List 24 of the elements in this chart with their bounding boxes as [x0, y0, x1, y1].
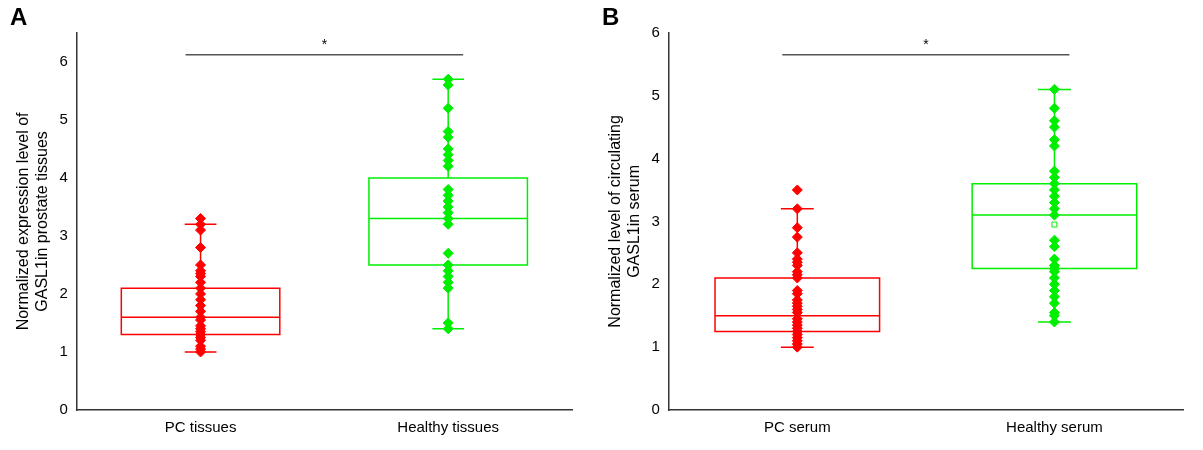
y-axis-title: Normalized level of circulating GASL1in serum [606, 115, 643, 328]
y-tick-label: 0 [651, 400, 660, 418]
y-tick-label: 4 [651, 148, 660, 166]
y-tick-label: 3 [59, 226, 68, 244]
chart-title: B [602, 3, 620, 31]
x-tick-label: Healthy serum [1006, 418, 1103, 436]
y-tick-label: 6 [651, 22, 660, 40]
annotation: * [321, 35, 328, 52]
y-tick-label: 2 [59, 284, 68, 302]
y-tick-label: 5 [651, 85, 660, 103]
x-tick-label: PC tissues [164, 418, 237, 436]
x-tick-label: Healthy tissues [397, 418, 500, 436]
y-tick-label: 6 [59, 51, 68, 69]
y-tick-label: 4 [59, 168, 68, 186]
y-tick-label: 0 [59, 400, 68, 418]
x-tick-label: PC serum [763, 418, 831, 436]
y-tick-label: 2 [651, 274, 660, 292]
y-tick-label: 1 [651, 337, 660, 355]
y-tick-label: 5 [59, 109, 68, 127]
y-tick-label: 3 [651, 211, 660, 229]
y-tick-label: 1 [59, 342, 68, 360]
annotation: * [923, 35, 930, 52]
chart-title: A [10, 3, 28, 31]
y-axis-title: Normalized expression level of GASL1in prostate tissues [14, 111, 51, 331]
